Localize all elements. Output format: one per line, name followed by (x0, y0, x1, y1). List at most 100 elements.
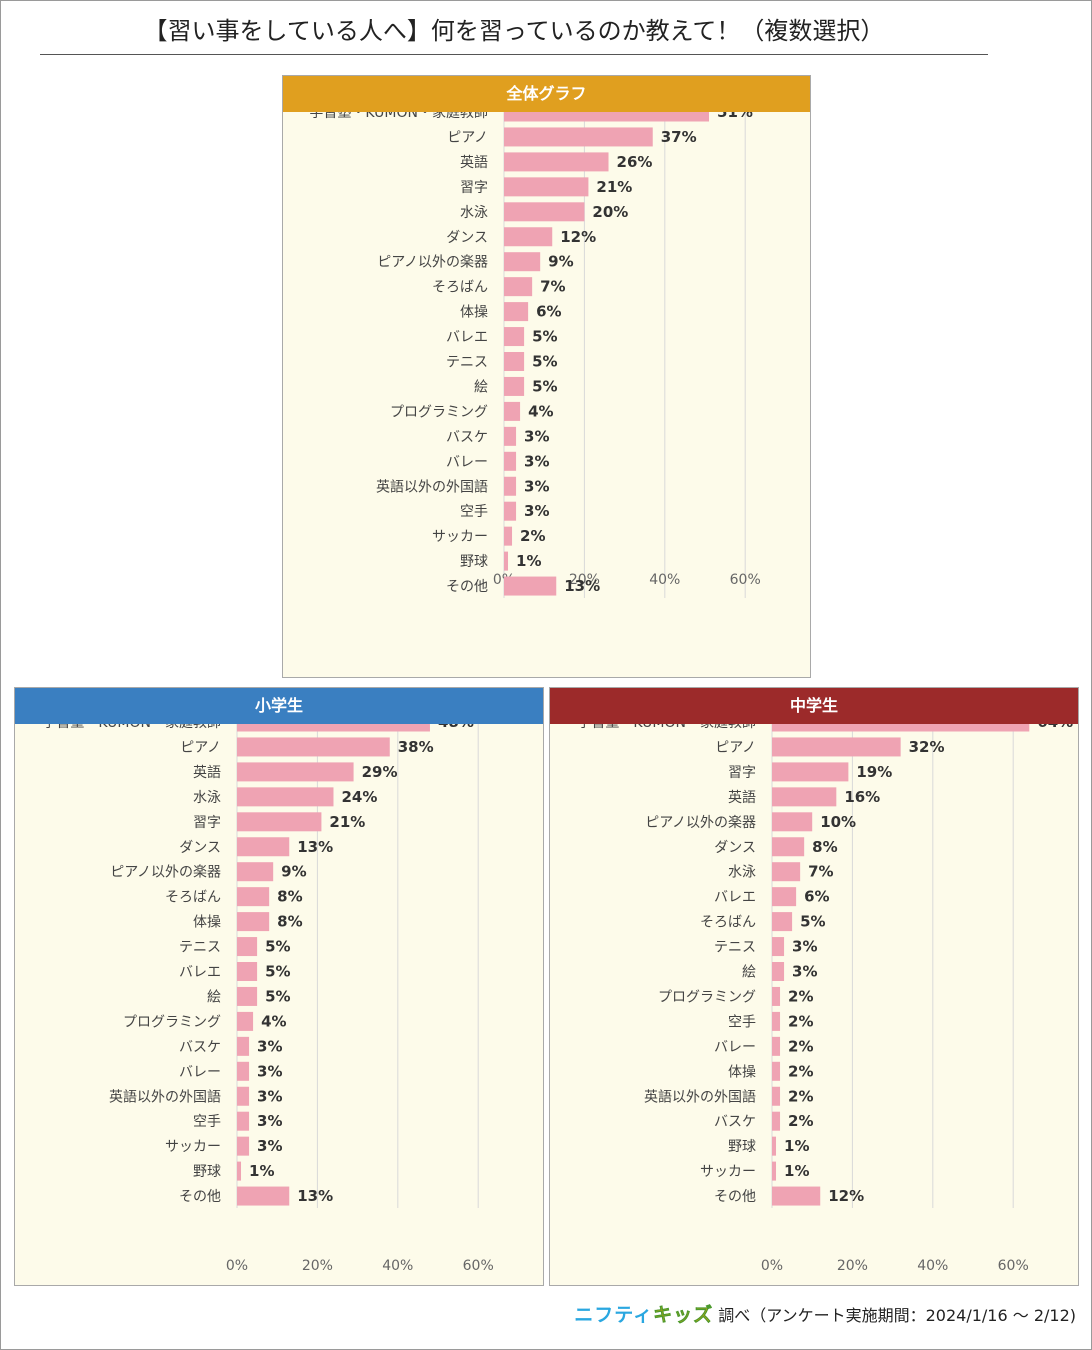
category-label: 習字 (193, 815, 221, 831)
data-label: 4% (528, 402, 553, 420)
category-label: 野球 (728, 1139, 756, 1155)
data-label: 2% (788, 1112, 813, 1130)
brand-logo-kids: キッズ (653, 1304, 714, 1327)
category-label: テニス (714, 940, 756, 956)
data-label: 6% (804, 888, 829, 906)
bar (237, 837, 290, 857)
data-label: 3% (524, 502, 549, 520)
data-label: 3% (257, 1062, 282, 1080)
survey-period-text: 調べ（アンケート実施期間：2024/1/16 ～ 2/12) (718, 1306, 1076, 1325)
junior-bar-chart: 0% 20% 40% 60% 学習塾・KUMON・家庭教師 64% ピアノ 32% 習字 19% 英… (577, 724, 1073, 1274)
bar (504, 112, 710, 122)
bar (237, 1136, 250, 1156)
data-label: 38% (398, 738, 434, 756)
category-label: 水泳 (460, 205, 488, 221)
overall-bar-chart: 0%20%40%60%学習塾・KUMON・家庭教師51%ピアノ37%英語26%習… (309, 112, 761, 599)
category-label: 体操 (728, 1064, 756, 1080)
bar (772, 1086, 781, 1106)
bar (237, 1036, 250, 1056)
category-label: ピアノ以外の楽器 (645, 815, 756, 831)
bar (504, 152, 609, 172)
elementary-chart-title: 小学生 (15, 688, 543, 724)
data-label: 26% (617, 153, 653, 171)
data-label: 3% (257, 1087, 282, 1105)
category-label: ダンス (446, 230, 488, 246)
data-label: 1% (784, 1137, 809, 1155)
category-label: その他 (714, 1189, 756, 1205)
data-label: 3% (524, 427, 549, 445)
data-label: 13% (297, 1187, 333, 1205)
category-label: ピアノ以外の楽器 (110, 865, 221, 881)
category-label: 英語以外の外国語 (376, 478, 488, 495)
category-label: 絵 (207, 989, 221, 1005)
data-label: 3% (257, 1137, 282, 1155)
x-tick-label: 60% (730, 572, 761, 588)
data-label: 7% (540, 278, 565, 296)
data-label: 3% (792, 963, 817, 981)
footer-credit: ニフティキッズ 調べ（アンケート実施期間：2024/1/16 ～ 2/12) (574, 1300, 1076, 1327)
data-label: 5% (532, 353, 557, 371)
overall-chart-title: 全体グラフ (283, 76, 810, 112)
category-label: 体操 (193, 915, 221, 931)
data-label: 7% (808, 863, 833, 881)
bar (772, 1036, 781, 1056)
bar (772, 1011, 781, 1031)
bar (237, 912, 270, 932)
bar (504, 302, 529, 322)
title-divider (40, 54, 988, 55)
bar (504, 352, 525, 371)
data-label: 13% (297, 838, 333, 856)
bar (772, 912, 793, 932)
category-label: バレエ (714, 890, 756, 906)
data-label: 10% (820, 813, 856, 831)
category-label: ピアノ (447, 130, 488, 146)
data-label: 3% (524, 477, 549, 495)
category-label: ピアノ (180, 740, 221, 756)
bar (237, 762, 354, 782)
bar (772, 1136, 777, 1156)
x-tick-label: 40% (917, 1258, 948, 1274)
bar (772, 1111, 781, 1131)
bar (772, 812, 813, 832)
bar (772, 1186, 821, 1206)
category-label: バレエ (446, 330, 488, 346)
category-label: ダンス (179, 840, 221, 856)
category-label: 体操 (460, 305, 488, 321)
category-label: サッカー (165, 1139, 221, 1155)
category-label: 学習塾・KUMON・家庭教師 (42, 724, 221, 731)
data-label: 2% (788, 1062, 813, 1080)
category-label: そろばん (700, 915, 756, 931)
bar (504, 327, 525, 347)
data-label: 51% (717, 112, 753, 121)
brand-logo-nifty: ニフティ (574, 1304, 654, 1326)
bar (237, 1111, 250, 1131)
data-label: 2% (520, 527, 545, 545)
bar (772, 937, 785, 957)
bar (504, 202, 585, 222)
bar (237, 787, 334, 807)
data-label: 3% (792, 938, 817, 956)
data-label: 8% (277, 888, 302, 906)
bar (237, 1161, 242, 1181)
bar (504, 401, 521, 421)
category-label: バレー (446, 454, 488, 470)
data-label: 48% (438, 724, 474, 731)
data-label: 2% (788, 1012, 813, 1030)
data-label: 5% (265, 938, 290, 956)
data-label: 3% (524, 452, 549, 470)
category-label: その他 (179, 1189, 221, 1205)
data-label: 2% (788, 1037, 813, 1055)
category-label: 空手 (728, 1014, 756, 1030)
data-label: 16% (844, 788, 880, 806)
category-label: 習字 (728, 765, 756, 781)
data-label: 12% (560, 228, 596, 246)
category-label: プログラミング (658, 989, 756, 1005)
bar (504, 526, 513, 546)
x-tick-label: 60% (998, 1258, 1029, 1274)
bar (237, 986, 258, 1006)
data-label: 29% (362, 763, 398, 781)
data-label: 21% (329, 813, 365, 831)
category-label: ピアノ (715, 740, 756, 756)
category-label: 野球 (460, 554, 488, 570)
data-label: 3% (257, 1037, 282, 1055)
